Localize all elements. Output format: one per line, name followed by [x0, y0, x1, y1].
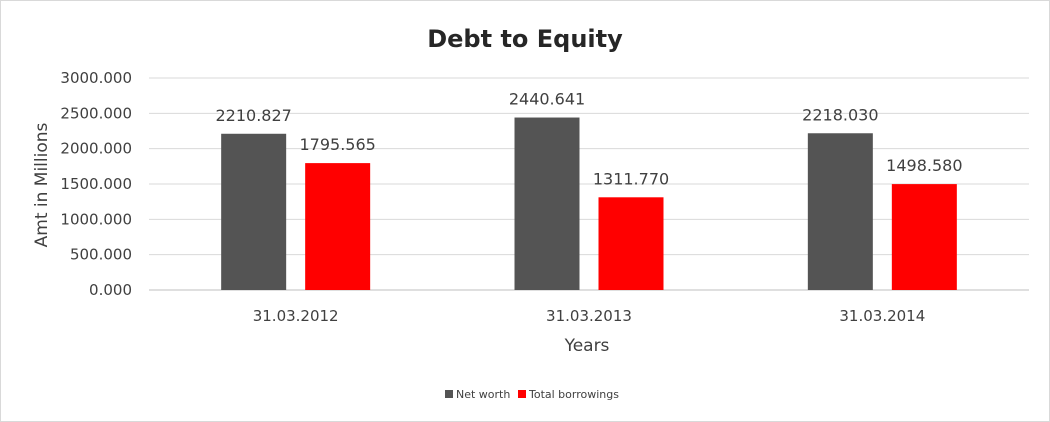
data-label: 2218.030 [802, 105, 878, 124]
y-tick-label: 2500.000 [60, 104, 132, 122]
x-axis-ticks: 31.03.2012 31.03.2013 31.03.2014 [253, 307, 926, 325]
data-label: 1498.580 [886, 156, 962, 175]
y-tick-label: 0.000 [89, 281, 132, 299]
bar-net-worth [221, 133, 287, 290]
y-axis-ticks: 0.000 500.000 1000.000 1500.000 2000.000 2500… [60, 69, 132, 299]
legend-swatch [445, 390, 453, 398]
legend: Net worth Total borrowings [445, 388, 619, 401]
x-tick-label: 31.03.2014 [839, 307, 925, 325]
data-label: 2440.641 [509, 90, 585, 109]
bar-net-worth [807, 133, 873, 290]
bar-net-worth [514, 117, 580, 290]
bars: 2210.827 1795.565 2440.641 1311.770 2218.030… [215, 90, 963, 290]
bar-total-borrowings [598, 197, 664, 290]
x-axis-title: Years [564, 336, 610, 356]
data-label: 1795.565 [299, 135, 375, 154]
data-label: 2210.827 [215, 106, 291, 125]
y-tick-label: 2000.000 [60, 140, 132, 158]
y-tick-label: 3000.000 [60, 69, 132, 87]
chart-title: Debt to Equity [427, 25, 623, 53]
legend-label: Total borrowings [528, 388, 619, 401]
y-axis-title: Amt in Millions [32, 122, 52, 247]
legend-label: Net worth [456, 388, 510, 401]
bar-total-borrowings [891, 184, 957, 290]
y-tick-label: 1000.000 [60, 210, 132, 228]
y-tick-label: 500.000 [70, 246, 132, 264]
legend-swatch [518, 390, 526, 398]
data-label: 1311.770 [593, 169, 669, 188]
bar-total-borrowings [305, 163, 371, 290]
x-tick-label: 31.03.2013 [546, 307, 632, 325]
y-tick-label: 1500.000 [60, 175, 132, 193]
gridlines [149, 77, 1029, 291]
x-tick-label: 31.03.2012 [253, 307, 339, 325]
